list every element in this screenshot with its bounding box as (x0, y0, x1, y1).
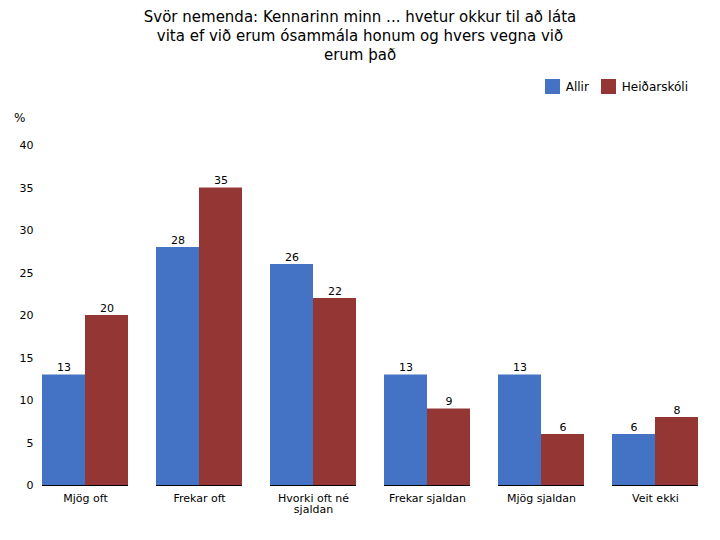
svg-text:20: 20 (100, 302, 114, 315)
svg-text:30: 30 (20, 224, 34, 237)
svg-text:25: 25 (20, 267, 34, 280)
svg-text:35: 35 (214, 174, 228, 187)
svg-text:Hvorki oft nésjaldan: Hvorki oft nésjaldan (278, 493, 349, 517)
svg-text:10: 10 (20, 394, 34, 407)
svg-text:Mjög oft: Mjög oft (63, 493, 108, 506)
svg-text:Frekar sjaldan: Frekar sjaldan (389, 493, 466, 506)
svg-text:35: 35 (20, 182, 34, 195)
svg-text:15: 15 (20, 352, 34, 365)
html-text:Svör nemenda: Kennarinn minn .: Svör nemenda: Kennarinn minn ... hvetur … (143, 8, 577, 64)
svg-text:13: 13 (57, 361, 71, 374)
svg-text:Frekar oft: Frekar oft (173, 493, 226, 506)
svg-text:9: 9 (446, 395, 453, 408)
svg-text:8: 8 (674, 404, 681, 417)
svg-text:0: 0 (27, 479, 34, 492)
svg-text:13: 13 (399, 361, 413, 374)
svg-text:6: 6 (560, 421, 567, 434)
svg-text:26: 26 (285, 251, 299, 264)
html-text:Allir: Allir (565, 79, 589, 94)
svg-text:Mjög sjaldan: Mjög sjaldan (507, 493, 576, 506)
svg-text:28: 28 (171, 234, 185, 247)
html-text:Heiðarskóli: Heiðarskóli (621, 79, 688, 94)
svg-text:40: 40 (20, 139, 34, 152)
svg-text:13: 13 (513, 361, 527, 374)
svg-text:Veit ekki: Veit ekki (632, 493, 679, 506)
svg-text:5: 5 (27, 437, 34, 450)
svg-text:20: 20 (20, 309, 34, 322)
svg-text:22: 22 (328, 285, 342, 298)
svg-text:6: 6 (631, 421, 638, 434)
